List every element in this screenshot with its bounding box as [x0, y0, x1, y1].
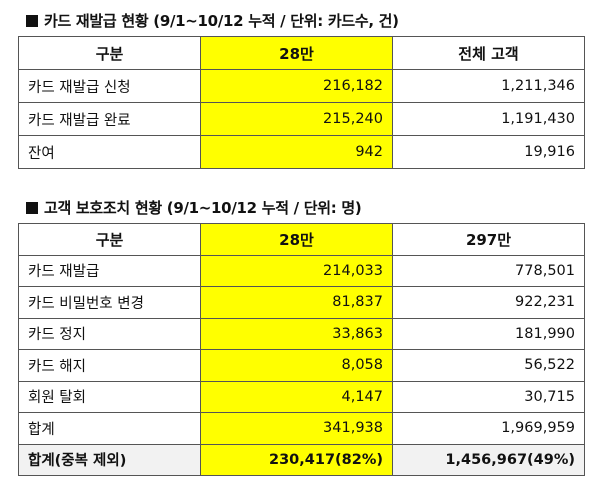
- customer-protection-table: 구분 28만 297만 카드 재발급 214,033 778,501 카드 비밀…: [18, 223, 585, 476]
- row-label: 잔여: [18, 135, 201, 169]
- column-header-category: 구분: [18, 223, 201, 256]
- row-label: 회원 탈회: [18, 380, 201, 413]
- row-label: 카드 재발급 완료: [18, 102, 201, 136]
- section-title-text: 카드 재발급 현황 (9/1~10/12 누적 / 단위: 카드수, 건): [44, 12, 399, 30]
- table-row: 잔여 942 19,916: [18, 135, 585, 169]
- value-2970k: 56,522: [392, 349, 585, 382]
- table-row: 카드 정지 33,863 181,990: [18, 317, 585, 350]
- column-header-category: 구분: [18, 36, 201, 70]
- total-row-deduplicated: 합계(중복 제외) 230,417(82%) 1,456,967(49%): [18, 443, 585, 476]
- table-row: 카드 재발급 신청 216,182 1,211,346: [18, 69, 585, 103]
- value-280k: 81,837: [200, 286, 393, 319]
- value-280k: 214,033: [200, 254, 393, 287]
- value-280k: 215,240: [200, 102, 393, 136]
- row-label: 합계(중복 제외): [18, 443, 201, 476]
- value-280k: 33,863: [200, 317, 393, 350]
- row-label: 카드 해지: [18, 349, 201, 382]
- table-row: 카드 비밀번호 변경 81,837 922,231: [18, 286, 585, 319]
- row-label: 카드 재발급 신청: [18, 69, 201, 103]
- value-all: 1,191,430: [392, 102, 585, 136]
- value-280k: 341,938: [200, 412, 393, 445]
- table-header-row: 구분 28만 297만: [18, 223, 585, 256]
- card-reissue-table: 구분 28만 전체 고객 카드 재발급 신청 216,182 1,211,346…: [18, 36, 585, 169]
- table-row: 카드 재발급 214,033 778,501: [18, 254, 585, 287]
- row-label: 카드 재발급: [18, 254, 201, 287]
- value-2970k: 778,501: [392, 254, 585, 287]
- value-2970k: 1,456,967(49%): [392, 443, 585, 476]
- value-2970k: 922,231: [392, 286, 585, 319]
- value-all: 19,916: [392, 135, 585, 169]
- table-row: 회원 탈회 4,147 30,715: [18, 380, 585, 413]
- column-header-280k: 28만: [200, 223, 393, 256]
- value-280k: 942: [200, 135, 393, 169]
- black-square-icon: [26, 202, 38, 214]
- value-2970k: 30,715: [392, 380, 585, 413]
- table-row: 카드 재발급 완료 215,240 1,191,430: [18, 102, 585, 136]
- row-label: 카드 정지: [18, 317, 201, 350]
- black-square-icon: [26, 15, 38, 27]
- value-280k: 216,182: [200, 69, 393, 103]
- row-label: 카드 비밀번호 변경: [18, 286, 201, 319]
- value-2970k: 1,969,959: [392, 412, 585, 445]
- section-title-card-reissue: 카드 재발급 현황 (9/1~10/12 누적 / 단위: 카드수, 건): [26, 10, 399, 31]
- value-280k: 8,058: [200, 349, 393, 382]
- column-header-2970k: 297만: [392, 223, 585, 256]
- section-title-customer-protection: 고객 보호조치 현황 (9/1~10/12 누적 / 단위: 명): [26, 197, 362, 218]
- row-label: 합계: [18, 412, 201, 445]
- table-row: 합계 341,938 1,969,959: [18, 412, 585, 445]
- table-row: 카드 해지 8,058 56,522: [18, 349, 585, 382]
- column-header-280k: 28만: [200, 36, 393, 70]
- value-all: 1,211,346: [392, 69, 585, 103]
- table-header-row: 구분 28만 전체 고객: [18, 36, 585, 70]
- value-280k: 4,147: [200, 380, 393, 413]
- value-280k: 230,417(82%): [200, 443, 393, 476]
- section-title-text: 고객 보호조치 현황 (9/1~10/12 누적 / 단위: 명): [44, 199, 362, 217]
- value-2970k: 181,990: [392, 317, 585, 350]
- column-header-all-customers: 전체 고객: [392, 36, 585, 70]
